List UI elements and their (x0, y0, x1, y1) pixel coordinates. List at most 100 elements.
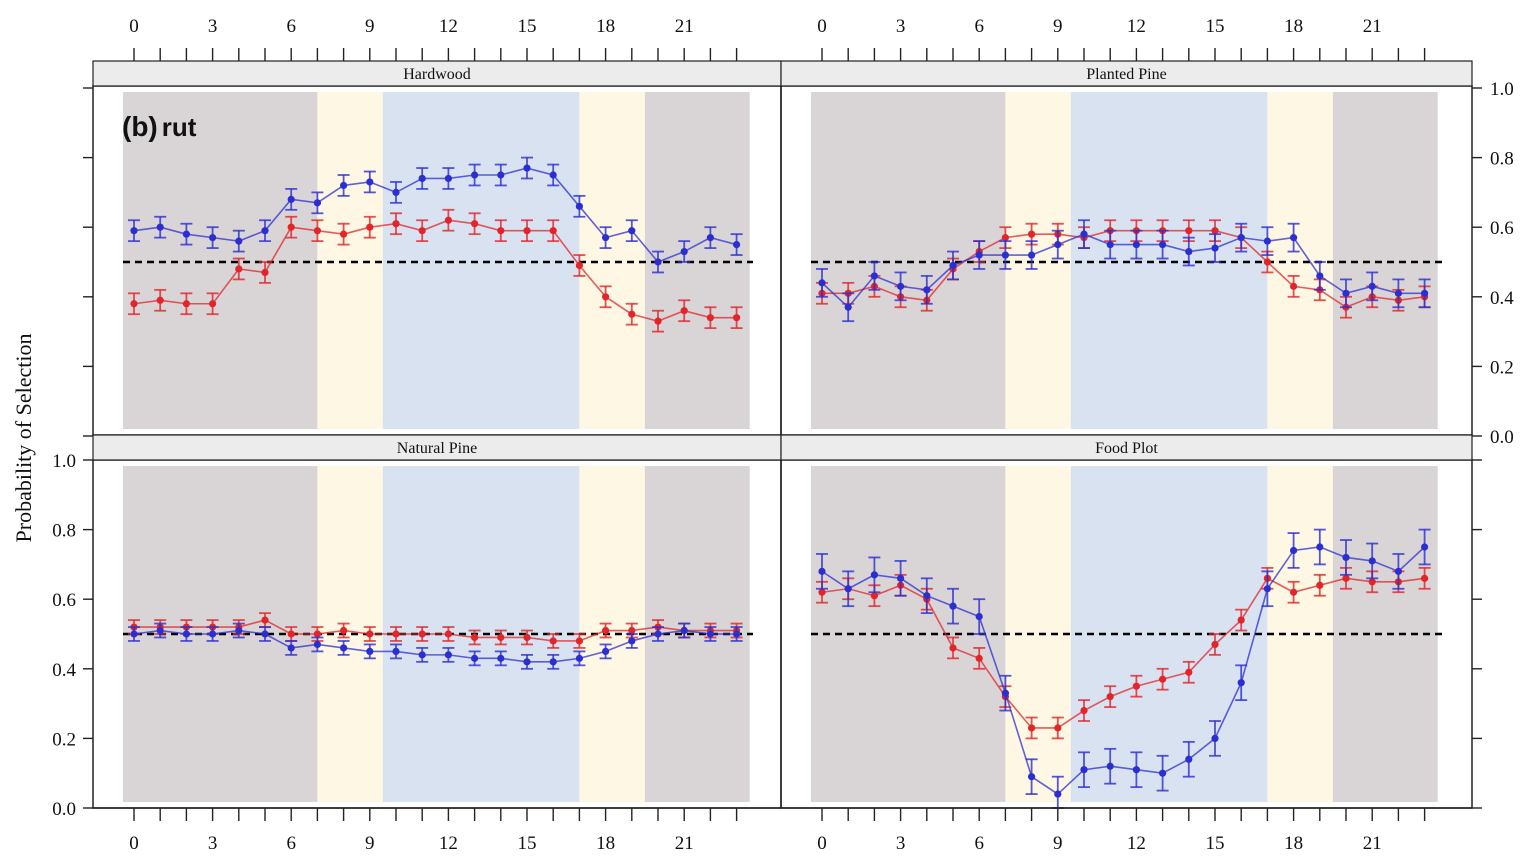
bottom-x-tick-label: 6 (286, 833, 296, 854)
food-plot-blue-point (818, 567, 826, 575)
hardwood-blue-point (130, 227, 138, 235)
hardwood-blue-point (549, 171, 557, 179)
hardwood-blue-point (628, 227, 636, 235)
bottom-x-tick-label: 12 (439, 833, 458, 854)
hardwood-strip-label: Hardwood (403, 66, 471, 83)
bottom-x-tick-label: 18 (1284, 833, 1303, 854)
hardwood-blue-point (733, 241, 741, 249)
natural-pine-red-point (418, 630, 426, 638)
top-x-tick-label: 3 (896, 16, 906, 37)
natural-pine-red-point (366, 630, 374, 638)
natural-pine-blue-point (549, 658, 557, 666)
natural-pine-red-point (471, 633, 479, 642)
natural-pine-blue-point (287, 644, 295, 652)
planted-pine-blue-point (1237, 234, 1245, 242)
left-y-tick-label: 0.6 (52, 590, 76, 611)
planted-pine-shade-twilight-1 (1005, 92, 1071, 429)
hardwood-shade-day-2 (382, 92, 580, 429)
planted-pine-blue-point (1106, 241, 1114, 249)
planted-pine-blue-point (1421, 289, 1429, 297)
y-axis-label: Probability of Selection (11, 334, 36, 543)
hardwood-red-point (523, 227, 531, 235)
planted-pine-series-blue (816, 219, 1431, 323)
hardwood-red-point (156, 296, 164, 304)
food-plot-blue-point (949, 602, 957, 610)
hardwood-red-point (392, 220, 400, 228)
natural-pine-blue-point (313, 640, 321, 649)
hardwood-blue-point (182, 230, 190, 238)
top-x-tick-label: 0 (129, 16, 139, 37)
food-plot-blue-point (1054, 790, 1062, 798)
food-plot-red-line (821, 577, 1425, 729)
food-plot-blue-point (1316, 543, 1324, 551)
hardwood-red-point (497, 227, 505, 235)
hardwood-red-point (680, 307, 688, 315)
bottom-x-tick-label: 18 (596, 833, 615, 854)
planted-pine-shade-night-0 (811, 92, 1006, 429)
bottom-x-tick-label: 21 (675, 833, 694, 854)
food-plot-blue-point (1185, 755, 1193, 763)
natural-pine-blue-point (235, 626, 243, 635)
natural-pine-blue-point (602, 647, 610, 656)
hardwood-blue-point (654, 258, 662, 266)
hardwood-red-line (133, 219, 737, 323)
food-plot-blue-point (1001, 689, 1010, 697)
food-plot-red-point (1028, 724, 1036, 732)
natural-pine-blue-point (706, 630, 715, 638)
hardwood-blue-line (133, 167, 737, 263)
natural-pine-blue-point (418, 651, 426, 659)
natural-pine-blue-point (366, 647, 374, 656)
top-x-tick-label: 9 (365, 16, 375, 37)
hardwood-series-red (128, 208, 743, 333)
planted-pine-red-point (1001, 234, 1010, 242)
hardwood-blue-point (313, 199, 321, 207)
food-plot-blue-point (1263, 585, 1271, 593)
food-plot-blue-point (1028, 773, 1036, 781)
top-x-tick-label: 3 (208, 16, 218, 37)
natural-pine-red-point (602, 626, 610, 635)
hardwood-red-point (130, 300, 138, 308)
natural-pine-series-blue (128, 622, 743, 670)
right-y-tick-label: 0.8 (1490, 149, 1514, 170)
planted-pine-blue-point (1080, 230, 1088, 238)
natural-pine-strip-label: Natural Pine (397, 440, 477, 457)
hardwood-red-point (366, 223, 374, 231)
bottom-x-tick-label: 12 (1127, 833, 1146, 854)
natural-pine-red-point (392, 630, 400, 638)
hardwood-blue-point (680, 247, 688, 256)
natural-pine-red-point (261, 616, 269, 624)
natural-pine-red-point (549, 637, 557, 645)
top-x-tick-label: 18 (1284, 16, 1303, 37)
natural-pine-blue-point (575, 654, 584, 662)
natural-pine-blue-point (209, 630, 217, 638)
hardwood-blue-point (575, 202, 584, 210)
natural-pine-red-point (313, 630, 321, 638)
food-plot-blue-point (975, 613, 983, 621)
food-plot-red-point (1159, 675, 1167, 683)
hardwood-red-point (471, 220, 479, 228)
natural-pine-blue-point (156, 626, 164, 635)
hardwood-blue-point (235, 237, 243, 245)
hardwood-blue-point (156, 223, 164, 231)
bottom-x-tick-label: 3 (208, 833, 218, 854)
food-plot-blue-point (1421, 543, 1429, 551)
top-x-tick-label: 0 (817, 16, 827, 37)
hardwood-red-point (340, 230, 348, 238)
food-plot-blue-point (1106, 762, 1114, 770)
natural-pine-red-point (340, 626, 348, 635)
hardwood-red-point (418, 227, 426, 235)
bottom-x-tick-label: 15 (518, 833, 537, 854)
top-x-tick-label: 15 (1206, 16, 1225, 37)
hardwood-series-blue (128, 156, 743, 274)
top-x-tick-label: 21 (675, 16, 694, 37)
hardwood-red-point (209, 300, 217, 308)
planted-pine-shade-night-4 (1332, 92, 1438, 429)
hardwood-red-point (287, 223, 295, 231)
hardwood-blue-point (602, 234, 610, 242)
food-plot-blue-point (897, 574, 905, 582)
food-plot-red-point (1316, 581, 1324, 589)
panel-tag-suffix: rut (162, 112, 197, 142)
planted-pine-blue-point (1394, 289, 1402, 297)
food-plot-red-point (1290, 588, 1298, 596)
natural-pine-blue-point (182, 630, 190, 638)
